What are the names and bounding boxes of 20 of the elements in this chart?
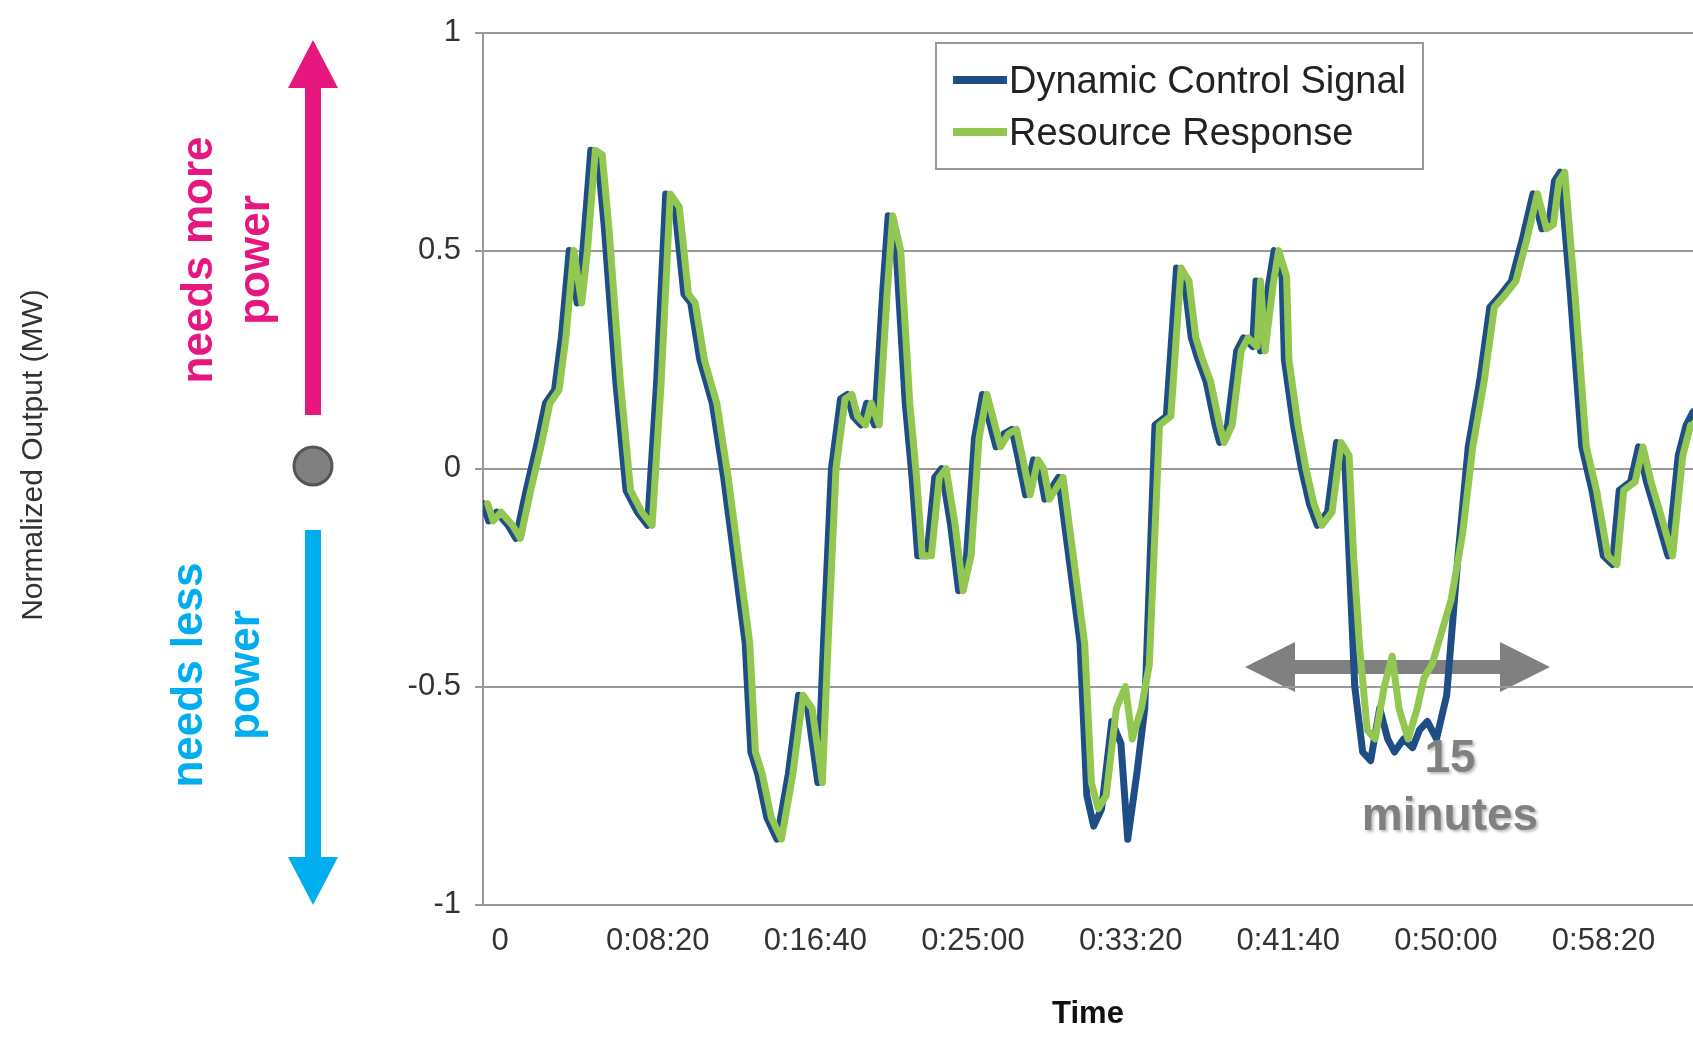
- x-tick-label: 0:41:40: [1236, 921, 1340, 957]
- text: needs less power: [160, 561, 269, 790]
- x-axis-title: Time: [1052, 994, 1124, 1030]
- y-tick-label: 1: [443, 13, 461, 49]
- x-tick-label: 0:58:20: [1551, 921, 1656, 957]
- legend-label: Dynamic Control Signal: [1009, 58, 1407, 102]
- x-tick-label: 0: [491, 921, 509, 957]
- annotation: 15 minutes: [1360, 729, 1540, 842]
- x-tick-label: 0:33:20: [1078, 921, 1183, 957]
- legend-label: Resource Response: [1009, 110, 1354, 154]
- x-tick-label: 0:08:20: [605, 921, 710, 957]
- x-tick-label: 0:16:40: [763, 921, 868, 957]
- y-tick-label: -0.5: [407, 667, 461, 703]
- y-tick-label: 0.5: [417, 231, 461, 267]
- x-tick-label: 0:50:00: [1394, 921, 1498, 957]
- x-tick-label: 0:25:00: [921, 921, 1025, 957]
- text: Normalized Output (MW): [15, 289, 49, 621]
- y-tick-label: 0: [443, 449, 461, 485]
- text: needs more power: [170, 135, 279, 386]
- y-tick-label: -1: [433, 885, 461, 921]
